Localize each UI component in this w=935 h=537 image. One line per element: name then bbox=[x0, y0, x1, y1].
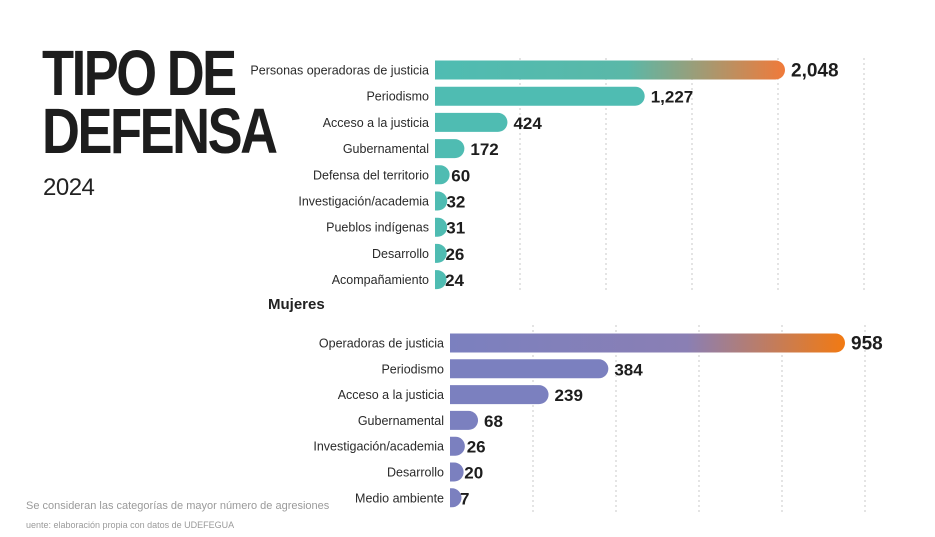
chart-general: Personas operadoras de justicia 2,048 Peri… bbox=[250, 58, 865, 292]
value-label-6: 31 bbox=[446, 219, 465, 238]
value-label-2: 239 bbox=[555, 386, 583, 405]
category-label-6: Pueblos indígenas bbox=[326, 221, 429, 235]
bar-3 bbox=[450, 410, 479, 430]
section-label-mujeres: Mujeres bbox=[268, 296, 325, 313]
category-label-3: Gubernamental bbox=[343, 142, 429, 156]
value-label-0: 2,048 bbox=[791, 61, 839, 82]
category-label-5: Investigación/academia bbox=[298, 195, 429, 209]
category-label-6: Medio ambiente bbox=[355, 491, 444, 505]
category-label-2: Acceso a la justicia bbox=[323, 116, 429, 130]
bar-6 bbox=[435, 217, 448, 237]
value-label-1: 1,227 bbox=[651, 88, 694, 107]
value-label-2: 424 bbox=[513, 114, 542, 133]
source-note: uente: elaboración propia con datos de U… bbox=[26, 520, 235, 530]
chart-women: Operadoras de justicia 958 Periodismo 384 Ac… bbox=[313, 325, 883, 512]
bar-1 bbox=[450, 359, 609, 379]
category-label-1: Periodismo bbox=[381, 362, 444, 376]
chart-year: 2024 bbox=[43, 174, 95, 201]
bar-2 bbox=[450, 385, 549, 405]
category-label-0: Personas operadoras de justicia bbox=[250, 64, 429, 78]
bar-3 bbox=[435, 139, 465, 159]
bar-0 bbox=[435, 60, 785, 80]
value-label-6: 7 bbox=[460, 489, 469, 508]
value-label-0: 958 bbox=[851, 334, 883, 355]
category-label-8: Acompañamiento bbox=[332, 273, 429, 287]
chart-title: TIPO DE DEFENSA bbox=[42, 37, 278, 167]
footnote: Se consideran las categorías de mayor nú… bbox=[26, 500, 330, 512]
category-label-4: Defensa del territorio bbox=[313, 168, 429, 182]
category-label-0: Operadoras de justicia bbox=[319, 337, 444, 351]
bar-8 bbox=[435, 270, 447, 290]
bar-6 bbox=[450, 488, 462, 508]
value-label-3: 68 bbox=[484, 412, 503, 431]
bar-4 bbox=[450, 436, 465, 456]
bar-1 bbox=[435, 86, 645, 106]
category-label-1: Periodismo bbox=[366, 90, 429, 104]
value-label-5: 32 bbox=[446, 193, 465, 212]
category-label-4: Investigación/academia bbox=[313, 440, 444, 454]
value-label-4: 60 bbox=[451, 166, 470, 185]
bar-4 bbox=[435, 165, 450, 185]
value-label-4: 26 bbox=[467, 438, 486, 457]
category-label-7: Desarrollo bbox=[372, 247, 429, 261]
bar-7 bbox=[435, 243, 447, 263]
value-label-5: 20 bbox=[464, 464, 483, 483]
category-label-2: Acceso a la justicia bbox=[338, 388, 444, 402]
category-label-5: Desarrollo bbox=[387, 466, 444, 480]
bar-5 bbox=[450, 462, 464, 482]
value-label-7: 26 bbox=[445, 245, 464, 264]
value-label-1: 384 bbox=[614, 360, 643, 379]
bar-0 bbox=[450, 333, 846, 353]
value-label-3: 172 bbox=[470, 140, 498, 159]
bar-5 bbox=[435, 191, 448, 211]
bar-2 bbox=[435, 112, 508, 132]
category-label-3: Gubernamental bbox=[358, 414, 444, 428]
value-label-8: 24 bbox=[445, 271, 464, 290]
